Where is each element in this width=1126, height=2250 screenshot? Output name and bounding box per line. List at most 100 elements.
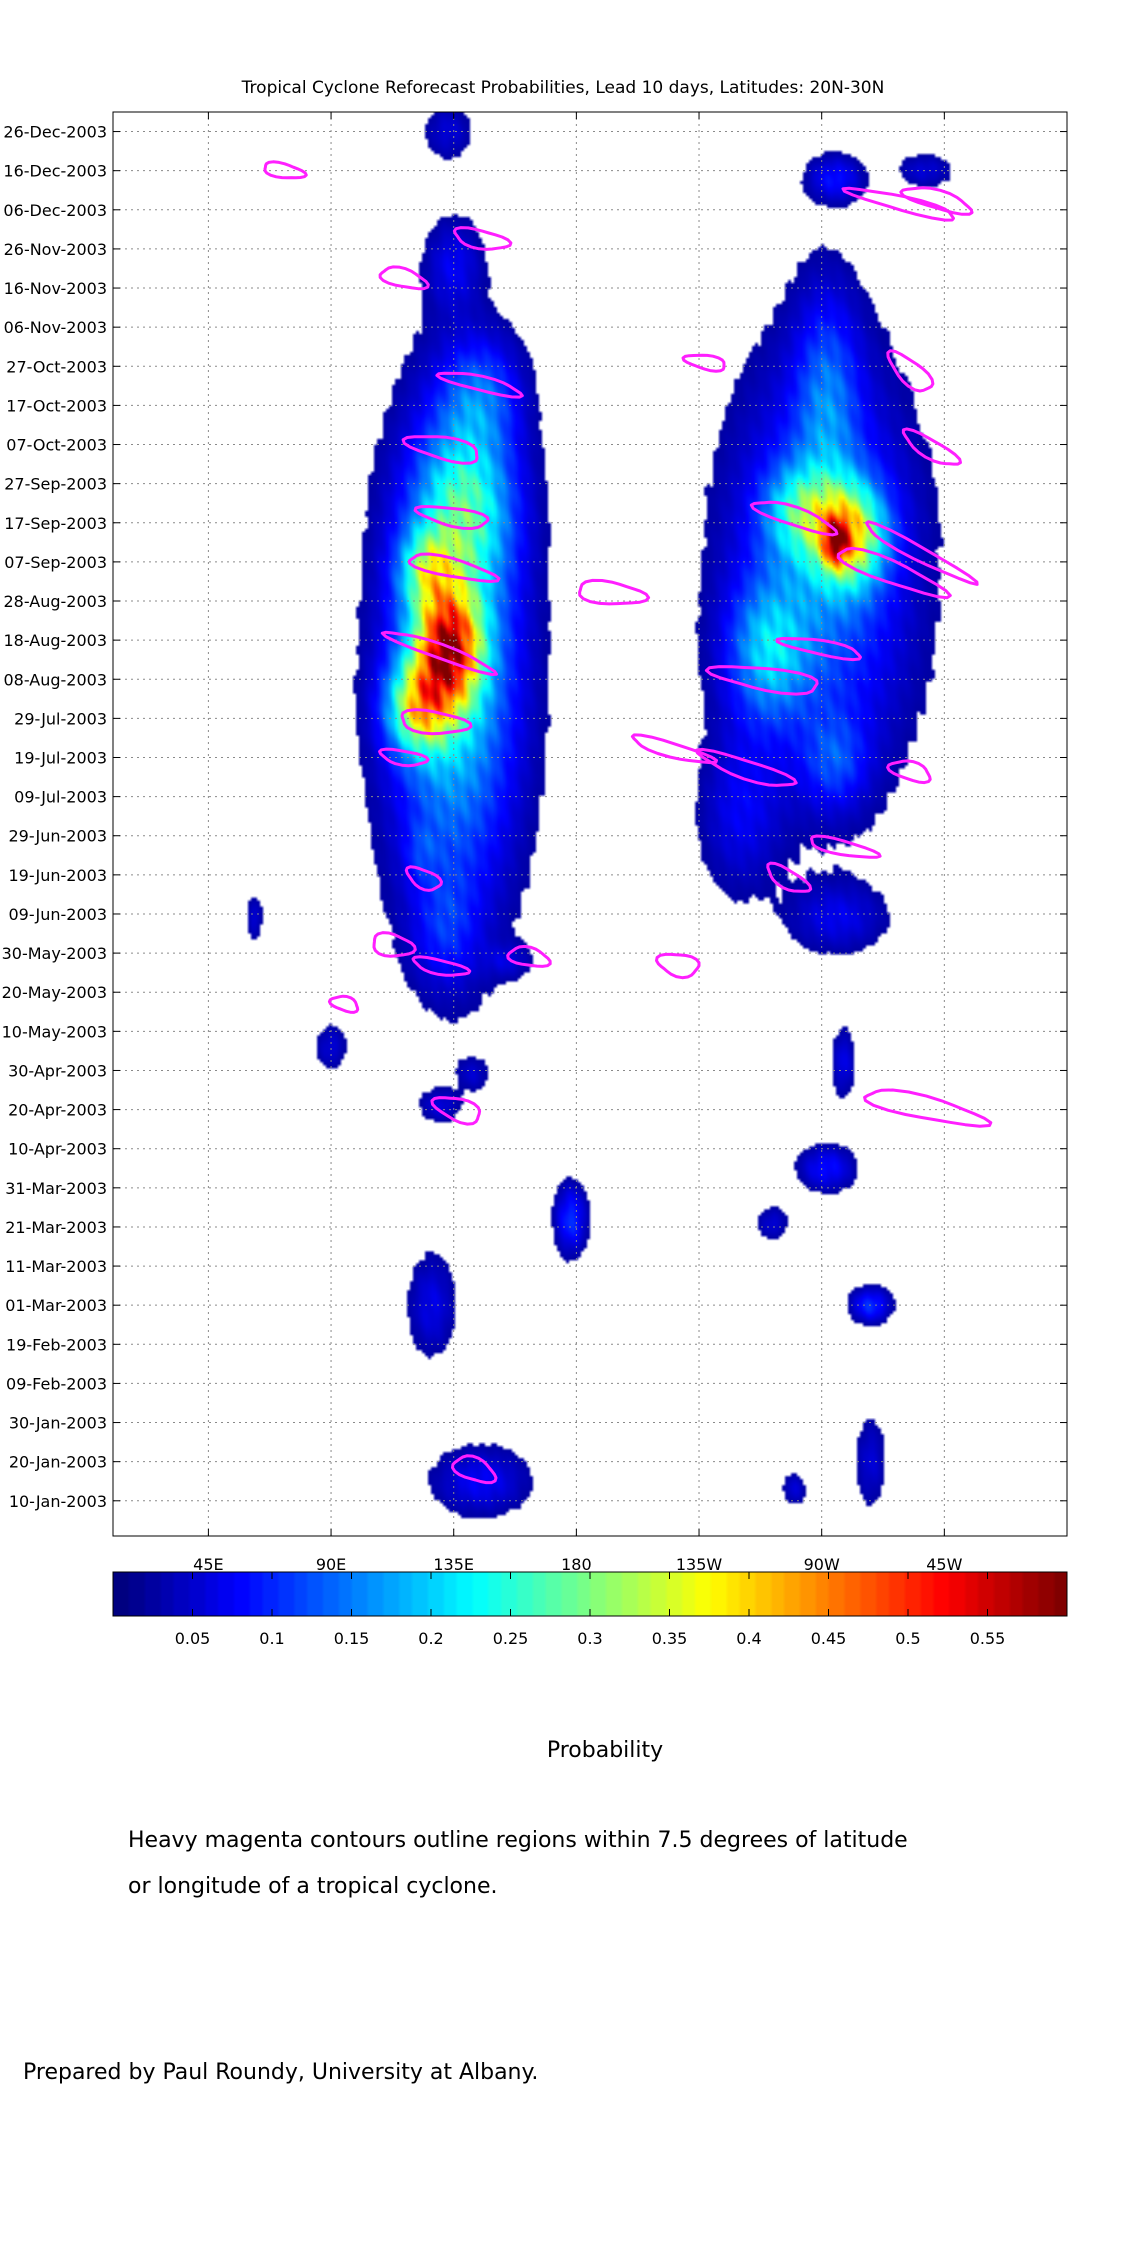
cyclone-contour bbox=[766, 861, 813, 893]
cyclone-contour bbox=[865, 520, 979, 586]
y-tick-label: 07-Sep-2003 bbox=[4, 553, 107, 572]
cyclone-contour bbox=[413, 505, 490, 530]
y-tick-label: 09-Jul-2003 bbox=[14, 788, 107, 807]
y-tick-label: 11-Mar-2003 bbox=[5, 1257, 107, 1276]
colorbar-ticks: 0.05 0.1 0.15 0.2 0.25 0.3 0.35 0.4 0.45 0.5 0.55 bbox=[175, 1572, 1006, 1648]
credit-line: Prepared by Paul Roundy, University at A… bbox=[23, 2060, 539, 2085]
colorbar-tick-label: 0.3 bbox=[577, 1629, 602, 1648]
y-tick-label: 26-Nov-2003 bbox=[4, 240, 107, 259]
cyclone-contours bbox=[263, 160, 993, 1485]
y-tick-label: 17-Oct-2003 bbox=[6, 396, 107, 415]
x-tick-label: 180 bbox=[561, 1555, 592, 1574]
y-tick-label: 19-Feb-2003 bbox=[6, 1335, 107, 1354]
cyclone-contour bbox=[704, 665, 819, 696]
y-tick-label: 07-Oct-2003 bbox=[6, 436, 107, 455]
cyclone-contour bbox=[886, 759, 932, 785]
y-tick-label: 30-Jan-2003 bbox=[9, 1414, 107, 1433]
colorbar-tick-label: 0.5 bbox=[895, 1629, 920, 1648]
y-tick-label: 21-Mar-2003 bbox=[5, 1218, 107, 1237]
cyclone-contour bbox=[435, 371, 524, 399]
y-tick-label: 01-Mar-2003 bbox=[5, 1296, 107, 1315]
y-tick-label: 28-Aug-2003 bbox=[3, 592, 107, 611]
cyclone-contour bbox=[407, 552, 501, 583]
colorbar-tick-label: 0.15 bbox=[334, 1629, 370, 1648]
colorbar-tick-label: 0.4 bbox=[736, 1629, 761, 1648]
y-tick-label: 16-Nov-2003 bbox=[4, 279, 107, 298]
note-line-1: Heavy magenta contours outline regions w… bbox=[128, 1828, 908, 1853]
cyclone-contour bbox=[630, 733, 718, 765]
cyclone-contour bbox=[452, 226, 513, 251]
y-tick-label: 17-Sep-2003 bbox=[4, 514, 107, 533]
cyclone-contour bbox=[899, 186, 974, 216]
cyclone-contour bbox=[400, 708, 473, 736]
y-tick-label: 29-Jul-2003 bbox=[14, 709, 107, 728]
colorbar-tick-label: 0.05 bbox=[175, 1629, 211, 1648]
colorbar-tick-label: 0.25 bbox=[493, 1629, 529, 1648]
y-tick-label: 06-Nov-2003 bbox=[4, 318, 107, 337]
y-tick-label: 26-Dec-2003 bbox=[3, 123, 107, 142]
y-tick-label: 08-Aug-2003 bbox=[3, 670, 107, 689]
y-tick-label: 29-Jun-2003 bbox=[8, 827, 107, 846]
cyclone-contour bbox=[263, 160, 308, 180]
y-tick-label: 31-Mar-2003 bbox=[5, 1179, 107, 1198]
x-tick-label: 90W bbox=[804, 1555, 840, 1574]
cyclone-contour bbox=[695, 747, 798, 787]
y-tick-label: 30-May-2003 bbox=[2, 944, 107, 963]
y-tick-label: 20-Apr-2003 bbox=[8, 1101, 107, 1120]
y-tick-label: 10-Apr-2003 bbox=[8, 1140, 107, 1159]
y-tick-label: 30-Apr-2003 bbox=[8, 1061, 107, 1080]
colorbar-tick-label: 0.45 bbox=[811, 1629, 847, 1648]
cyclone-contour bbox=[378, 747, 430, 768]
y-tick-label: 16-Dec-2003 bbox=[3, 162, 107, 181]
cyclone-contour bbox=[749, 500, 839, 537]
cyclone-contour bbox=[401, 435, 479, 465]
colorbar-tick-label: 0.35 bbox=[652, 1629, 688, 1648]
x-tick-label: 135W bbox=[676, 1555, 723, 1574]
y-tick-label: 19-Jun-2003 bbox=[8, 866, 107, 885]
cyclone-contour bbox=[863, 1088, 993, 1128]
y-tick-label: 18-Aug-2003 bbox=[3, 631, 107, 650]
colorbar-tick-label: 0.1 bbox=[259, 1629, 284, 1648]
cyclone-contour bbox=[430, 1096, 482, 1126]
y-tick-label: 09-Feb-2003 bbox=[6, 1374, 107, 1393]
cyclone-contour bbox=[841, 186, 955, 222]
cyclone-contour bbox=[655, 952, 701, 980]
y-axis: 10-Jan-2003 20-Jan-2003 30-Jan-2003 09-Feb-… bbox=[2, 123, 1067, 1511]
colorbar bbox=[113, 1572, 1067, 1616]
plot-frame bbox=[112, 111, 1068, 1537]
y-tick-label: 19-Jul-2003 bbox=[14, 748, 107, 767]
note-line-2: or longitude of a tropical cyclone. bbox=[128, 1874, 498, 1899]
x-axis: 45E 90E 135E 180 135W 90W 45W bbox=[193, 112, 963, 1574]
cyclone-contour bbox=[681, 353, 726, 373]
chart-svg: 10-Jan-2003 20-Jan-2003 30-Jan-2003 09-Feb-… bbox=[2, 111, 1068, 1648]
cyclone-contour bbox=[775, 637, 862, 662]
x-tick-label: 135E bbox=[433, 1555, 474, 1574]
y-tick-label: 10-Jan-2003 bbox=[9, 1492, 107, 1511]
cyclone-contour bbox=[836, 546, 952, 600]
cyclone-contour bbox=[578, 578, 651, 606]
cyclone-contour bbox=[451, 1454, 498, 1485]
cyclone-contour bbox=[810, 834, 882, 859]
colorbar-tick-label: 0.2 bbox=[418, 1629, 443, 1648]
y-tick-label: 27-Oct-2003 bbox=[6, 357, 107, 376]
colorbar-tick-label: 0.55 bbox=[970, 1629, 1006, 1648]
x-tick-label: 45E bbox=[193, 1555, 223, 1574]
y-tick-label: 09-Jun-2003 bbox=[8, 905, 107, 924]
y-tick-label: 27-Sep-2003 bbox=[4, 475, 107, 494]
cyclone-contour bbox=[372, 931, 417, 958]
contour-note: Heavy magenta contours outline regions w… bbox=[128, 1818, 928, 1910]
cyclone-contour bbox=[378, 265, 430, 291]
probability-heatmap bbox=[113, 112, 1067, 1536]
y-tick-label: 06-Dec-2003 bbox=[3, 201, 107, 220]
y-tick-label: 10-May-2003 bbox=[2, 1022, 107, 1041]
chart-title: Tropical Cyclone Reforecast Probabilitie… bbox=[241, 78, 885, 98]
x-tick-label: 90E bbox=[316, 1555, 346, 1574]
colorbar-label: Probability bbox=[546, 1738, 664, 1763]
cyclone-contour bbox=[886, 349, 935, 393]
cyclone-contour bbox=[901, 427, 962, 466]
cyclone-contour bbox=[380, 630, 498, 676]
cyclone-contour bbox=[506, 944, 552, 968]
cyclone-contour bbox=[411, 955, 472, 977]
x-tick-label: 45W bbox=[926, 1555, 962, 1574]
y-tick-label: 20-May-2003 bbox=[2, 983, 107, 1002]
